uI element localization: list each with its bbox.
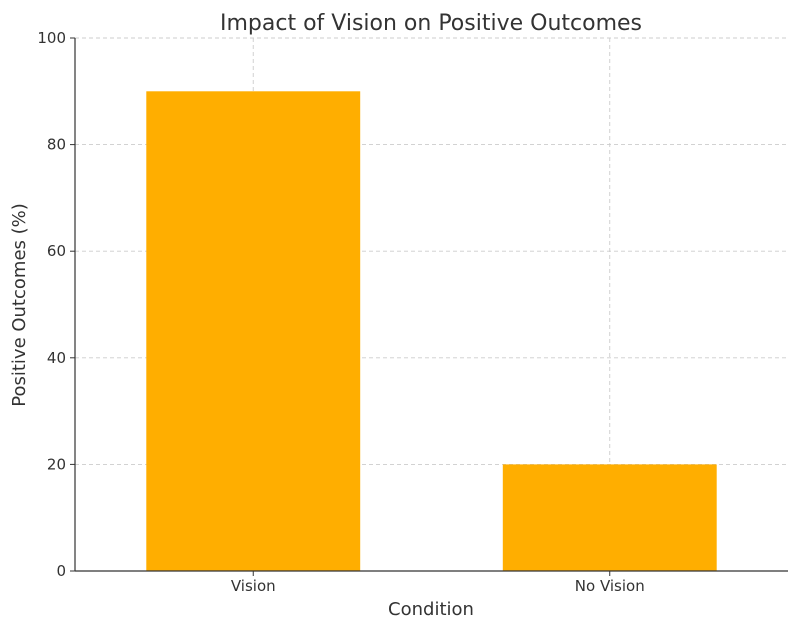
x-tick-label-0: Vision — [231, 577, 276, 595]
bar-no-vision — [502, 464, 717, 571]
bar-vision — [146, 91, 361, 572]
y-tick-label-4: 80 — [47, 136, 66, 154]
y-tick-label-2: 40 — [47, 349, 66, 367]
chart-title: Impact of Vision on Positive Outcomes — [220, 11, 642, 36]
y-tick-label-5: 100 — [37, 29, 66, 47]
ticks: 0 20 40 60 80 100 Vision No Vision — [37, 29, 644, 595]
bars — [146, 91, 717, 572]
x-tick-label-1: No Vision — [575, 577, 645, 595]
axes — [74, 38, 788, 572]
y-tick-label-3: 60 — [47, 242, 66, 260]
x-axis-label: Condition — [388, 599, 474, 620]
y-tick-label-0: 0 — [56, 562, 66, 580]
y-axis-label: Positive Outcomes (%) — [9, 203, 30, 407]
y-tick-label-1: 20 — [47, 455, 66, 473]
